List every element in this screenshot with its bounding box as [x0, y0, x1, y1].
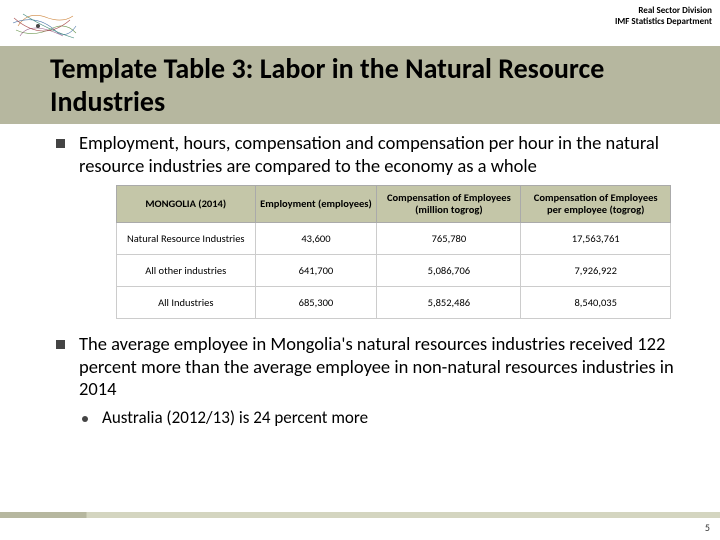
- bullet-dot-icon: [82, 416, 88, 422]
- cell: 7,926,922: [521, 255, 671, 287]
- table-header-row: MONGOLIA (2014) Employment (employees) C…: [117, 186, 671, 223]
- cell: 8,540,035: [521, 287, 671, 319]
- col-header-2: Compensation of Employees (million togro…: [377, 186, 521, 223]
- col-header-1: Employment (employees): [255, 186, 377, 223]
- col-header-3: Compensation of Employees per employee (…: [521, 186, 671, 223]
- page-title: Template Table 3: Labor in the Natural R…: [50, 52, 720, 118]
- bullet-2-text: The average employee in Mongolia's natur…: [79, 333, 676, 401]
- labor-table: MONGOLIA (2014) Employment (employees) C…: [116, 185, 671, 319]
- bullet-square-icon: [56, 340, 65, 349]
- bullet-item-2: The average employee in Mongolia's natur…: [56, 333, 676, 401]
- bullet-item-1: Employment, hours, compensation and comp…: [56, 132, 676, 177]
- cell: 641,700: [255, 255, 377, 287]
- content-area: Employment, hours, compensation and comp…: [56, 132, 676, 434]
- cell: 43,600: [255, 223, 377, 255]
- page-number: 5: [705, 521, 710, 534]
- cell: 765,780: [377, 223, 521, 255]
- decorative-logo: [8, 8, 78, 44]
- table-row: All Industries 685,300 5,852,486 8,540,0…: [117, 287, 671, 319]
- header-line2: IMF Statistics Department: [615, 17, 712, 28]
- cell: 17,563,761: [521, 223, 671, 255]
- cell: 685,300: [255, 287, 377, 319]
- bullet-1-text: Employment, hours, compensation and comp…: [79, 132, 676, 177]
- table-row: Natural Resource Industries 43,600 765,7…: [117, 223, 671, 255]
- sub-bullet-item: Australia (2012/13) is 24 percent more: [56, 407, 676, 428]
- cell: Natural Resource Industries: [117, 223, 256, 255]
- cell: 5,852,486: [377, 287, 521, 319]
- cell: 5,086,706: [377, 255, 521, 287]
- bullet-square-icon: [56, 139, 65, 148]
- cell: All other industries: [117, 255, 256, 287]
- header-org: Real Sector Division IMF Statistics Depa…: [615, 6, 712, 28]
- title-bar: Template Table 3: Labor in the Natural R…: [0, 46, 720, 124]
- sub-bullet-text: Australia (2012/13) is 24 percent more: [102, 407, 368, 428]
- table-row: All other industries 641,700 5,086,706 7…: [117, 255, 671, 287]
- footer-divider: [0, 512, 720, 518]
- col-header-0: MONGOLIA (2014): [117, 186, 256, 223]
- cell: All Industries: [117, 287, 256, 319]
